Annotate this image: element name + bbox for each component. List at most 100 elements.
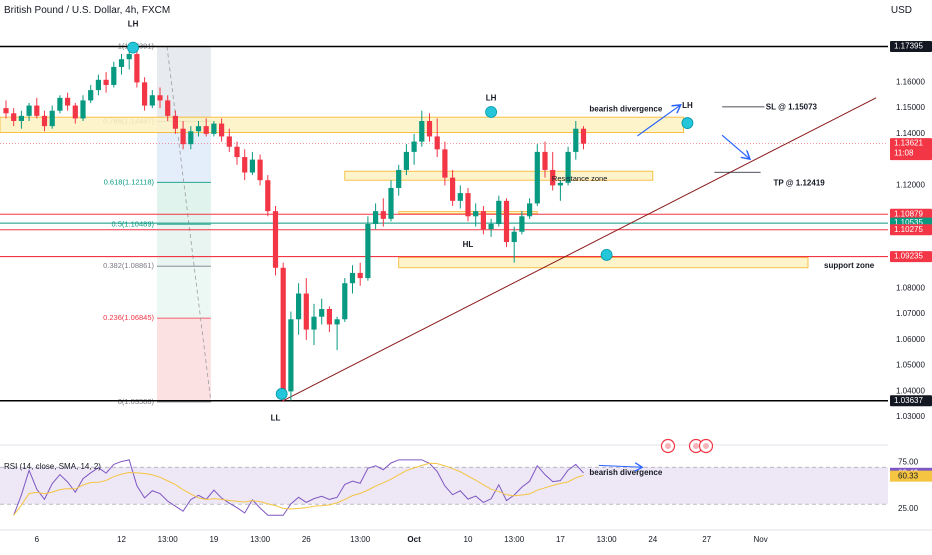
fib-band-0.618	[157, 182, 211, 225]
price-badge-5	[890, 251, 932, 263]
arrow-1	[721, 134, 749, 158]
rsi-y-tick: 75.00	[898, 458, 919, 467]
pivot-marker-1	[485, 106, 498, 118]
candle	[534, 151, 540, 204]
candle	[311, 316, 317, 330]
rsi-sma-badge	[890, 470, 932, 482]
annotation-9: support zone	[824, 261, 875, 270]
candle	[26, 105, 32, 116]
pivot-marker-2	[681, 117, 694, 129]
candle	[180, 128, 186, 145]
y-tick-label: 1.16000	[896, 77, 925, 86]
rsi-sma-line	[13, 462, 584, 516]
candle	[303, 293, 309, 330]
price-badge-time: 11:08	[894, 149, 914, 158]
pivot-marker-4	[600, 248, 613, 261]
price-badge-4	[890, 224, 932, 236]
candle	[126, 54, 132, 60]
candle	[450, 177, 456, 201]
candle	[573, 128, 579, 152]
price-badge-label-2: 1.10879	[894, 209, 923, 218]
candle	[65, 97, 71, 106]
candle	[211, 123, 217, 134]
candle	[342, 283, 348, 320]
y-tick-label: 1.04000	[896, 386, 925, 395]
candle	[219, 123, 225, 137]
candle	[195, 126, 202, 132]
y-tick-label: 1.03000	[896, 412, 925, 421]
candle	[396, 169, 402, 188]
candle	[80, 100, 86, 119]
annotation-0: LH	[128, 20, 139, 29]
annotation-1: LH	[486, 94, 497, 103]
x-tick-label: Oct	[407, 535, 421, 544]
candle	[3, 108, 9, 114]
annotation-6: SL @ 1.15073	[766, 102, 818, 111]
rsi-line	[13, 459, 584, 516]
x-tick-label: 13:00	[158, 535, 179, 544]
x-tick-label: Nov	[753, 535, 767, 544]
x-tick-label: 6	[35, 535, 40, 544]
candle	[457, 193, 463, 201]
candle	[134, 54, 140, 83]
fib-diagonal	[166, 46, 212, 403]
x-tick-label: 13:00	[250, 535, 271, 544]
candle	[272, 211, 279, 268]
y-tick-label: 1.05000	[896, 361, 925, 370]
candle	[503, 200, 510, 243]
candle	[496, 200, 502, 224]
annotation-3: LL	[271, 413, 281, 422]
y-tick-label: 1.08000	[896, 283, 925, 292]
candle	[565, 151, 571, 183]
x-tick-label: 24	[648, 535, 657, 544]
candle	[257, 159, 263, 181]
candle	[557, 182, 563, 186]
price-badge-label-1: 1.13621	[894, 139, 923, 148]
candle	[296, 293, 302, 320]
arrow-0	[637, 106, 679, 137]
candle	[519, 216, 525, 232]
fib-label-0.5: 0.5(1.10489)	[111, 219, 154, 228]
x-tick-label: 13:00	[350, 535, 371, 544]
x-tick-label: 27	[702, 535, 711, 544]
candle	[434, 136, 440, 150]
x-tick-label: 10	[464, 535, 473, 544]
candle	[157, 95, 163, 101]
candle	[188, 131, 194, 145]
x-tick-label: 17	[556, 535, 565, 544]
price-badge-1	[890, 138, 932, 161]
fib-label-0.618: 0.618(1.12118)	[104, 177, 155, 186]
candle	[550, 169, 556, 186]
candle	[265, 180, 271, 212]
x-tick-label: 19	[209, 535, 218, 544]
candle	[242, 157, 248, 173]
annotation-5: bearish divergence	[589, 105, 662, 114]
fib-label-0.236: 0.236(1.06845)	[103, 313, 154, 322]
price-badge-2	[890, 208, 932, 220]
candle	[511, 231, 517, 243]
event-icon-2-inner	[693, 443, 699, 449]
annotation-4: HL	[463, 240, 474, 249]
candle	[57, 97, 63, 111]
candle	[357, 272, 363, 279]
rsi-arrow	[598, 465, 641, 467]
event-icon-1-inner	[665, 443, 671, 449]
candle	[103, 79, 109, 85]
candle	[72, 105, 78, 119]
x-tick-label: 13:00	[504, 535, 525, 544]
annotation-8: Resistance zone	[552, 174, 607, 183]
candle	[18, 115, 24, 121]
candle	[280, 267, 286, 392]
price-badge-label-0: 1.17395	[894, 42, 923, 51]
candle	[403, 151, 409, 170]
price-badge-6	[890, 395, 932, 407]
pivot-marker-0	[127, 41, 139, 54]
rsi-sma-label: 60.33	[898, 471, 919, 480]
candle	[165, 100, 171, 116]
candle	[95, 79, 101, 91]
price-badge-label-3: 1.10535	[894, 218, 923, 227]
candle	[88, 90, 94, 101]
x-tick-label: 12	[117, 535, 126, 544]
